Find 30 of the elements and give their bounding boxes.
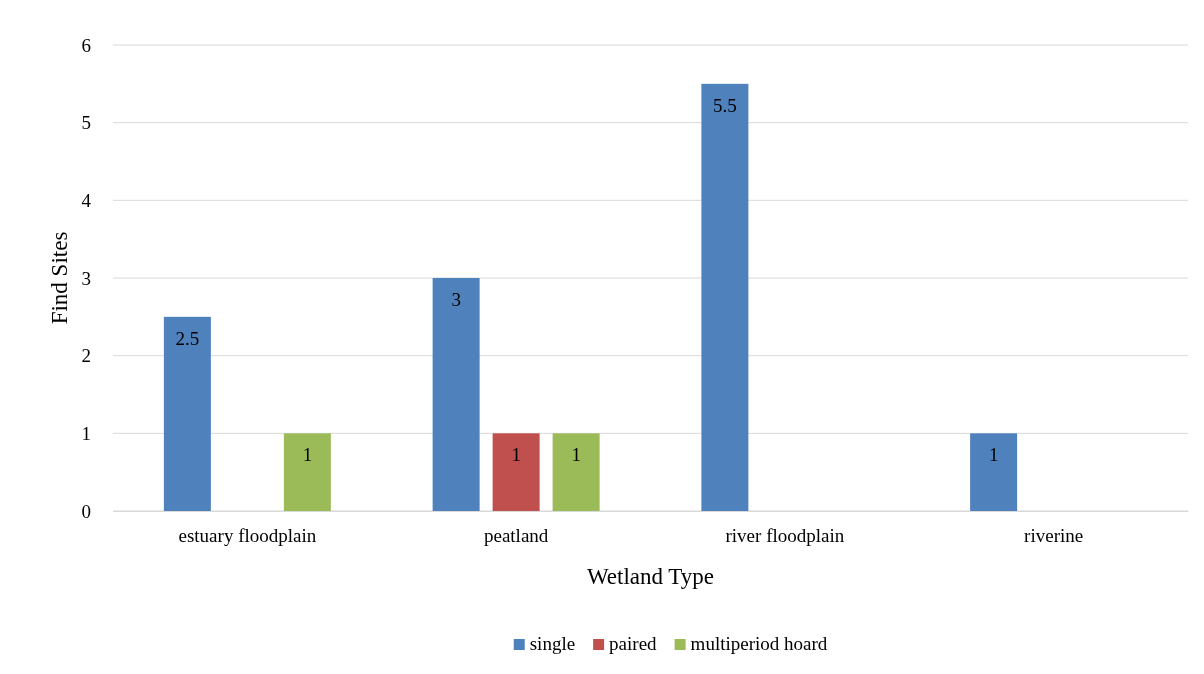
bar (283, 433, 331, 511)
y-tick-label: 1 (81, 422, 91, 444)
legend-label: multiperiod hoard (690, 633, 828, 654)
x-tick-label: riverine (1024, 525, 1084, 547)
legend-label: paired (609, 633, 658, 654)
data-label: 1 (511, 444, 521, 466)
y-axis-title: Find Sites (47, 231, 72, 325)
x-tick-label: peatland (483, 525, 549, 547)
y-tick-label: 4 (81, 189, 92, 211)
x-axis-title: Wetland Type (586, 564, 715, 589)
data-label: 1 (571, 444, 581, 466)
x-tick-label: estuary floodplain (178, 525, 317, 547)
y-tick-label: 5 (81, 112, 91, 134)
bar (163, 316, 211, 511)
y-tick-label: 2 (81, 345, 91, 367)
y-tick-label: 0 (81, 500, 91, 522)
data-label: 3 (451, 289, 461, 310)
data-label: 1 (302, 444, 313, 466)
bar (701, 83, 749, 511)
legend-label: single (529, 633, 576, 654)
data-label: 1 (988, 444, 999, 466)
bar (492, 433, 540, 511)
bar (432, 278, 480, 511)
x-tick-label: river floodplain (725, 525, 845, 547)
data-label: 2.5 (175, 327, 200, 349)
y-tick-label: 6 (81, 34, 91, 56)
y-tick-label: 3 (81, 267, 91, 289)
data-label: 5.5 (713, 94, 737, 116)
bar (552, 433, 600, 511)
bar (970, 433, 1018, 511)
